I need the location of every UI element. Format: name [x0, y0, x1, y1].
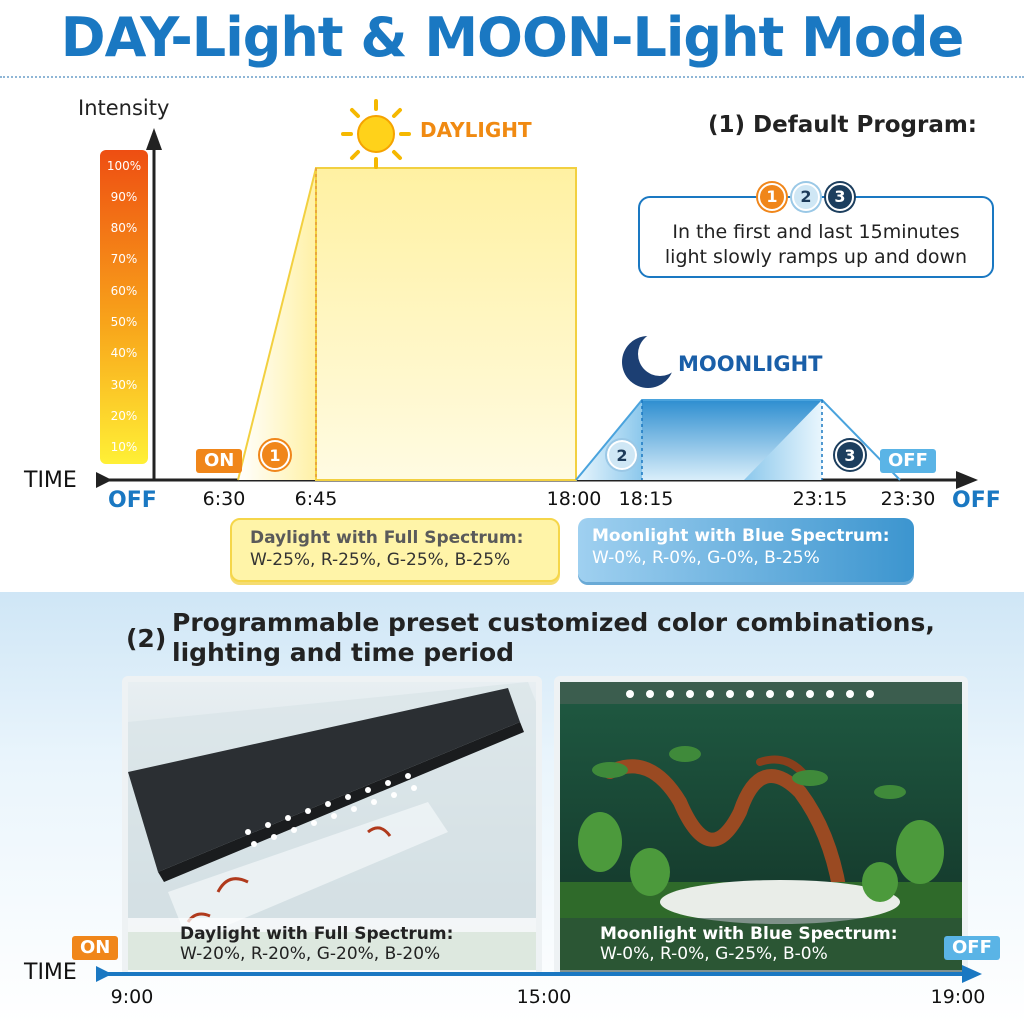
daylight-card-values: W-25%, R-25%, G-25%, B-25%	[250, 550, 511, 570]
sun-icon	[341, 99, 411, 169]
step-2-marker	[605, 438, 639, 472]
ramp-info-box: In the first and last 15minutes light sl…	[638, 196, 994, 278]
ramp-info-line2: light slowly ramps up and down	[664, 246, 968, 268]
time-tick-2315: 23:15	[792, 488, 848, 510]
y-tick-60: 60%	[110, 284, 138, 298]
section2-line1: Programmable preset customized color com…	[172, 608, 935, 637]
moonlight-spectrum-card: Moonlight with Blue Spectrum: W-0%, R-0%…	[578, 518, 914, 582]
step-1-marker	[258, 438, 292, 472]
step-2-number: 2	[616, 446, 628, 465]
y-axis-arrow	[146, 128, 162, 150]
moonlight-card-title: Moonlight with Blue Spectrum:	[592, 526, 890, 546]
y-tick-40: 40%	[110, 346, 138, 360]
intensity-scale-bar	[100, 150, 148, 464]
time-tick-0645: 6:45	[294, 488, 338, 510]
default-program-heading: (1) Default Program:	[708, 112, 978, 138]
right-caption-title: Moonlight with Blue Spectrum:	[600, 924, 898, 944]
off-left-label: OFF	[108, 488, 157, 513]
title-divider	[0, 76, 1024, 78]
step-circles: 1 2 3	[758, 183, 854, 211]
bottom-tick-0900: 9:00	[110, 986, 154, 1008]
daylight-label: DAYLIGHT	[420, 118, 532, 142]
time-tick-2330: 23:30	[880, 488, 936, 510]
step-3-marker	[833, 438, 867, 472]
left-caption-title: Daylight with Full Spectrum:	[180, 924, 454, 944]
y-tick-90: 90%	[110, 190, 138, 204]
x-axis-arrow	[956, 471, 978, 489]
y-tick-50: 50%	[110, 315, 138, 329]
y-tick-70: 70%	[110, 252, 138, 266]
moonlight-outline	[575, 399, 901, 481]
left-caption: Daylight with Full Spectrum: W-20%, R-20…	[128, 918, 536, 972]
time-tick-1800: 18:00	[546, 488, 602, 510]
right-caption: Moonlight with Blue Spectrum: W-0%, R-0%…	[560, 918, 962, 972]
daylight-area	[315, 167, 577, 481]
time-tick-0630: 6:30	[202, 488, 246, 510]
step-3-number: 3	[844, 446, 856, 465]
intensity-chart	[96, 99, 978, 489]
off-right-label: OFF	[952, 488, 1001, 513]
x-axis-label: TIME	[24, 468, 77, 493]
time-tick-1815: 18:15	[618, 488, 674, 510]
y-tick-100: 100%	[106, 159, 142, 173]
daylight-card-title: Daylight with Full Spectrum:	[250, 528, 524, 548]
bottom-off-tag: OFF	[944, 936, 1000, 960]
moonlight-card-values: W-0%, R-0%, G-0%, B-25%	[592, 548, 820, 568]
circle-3: 3	[826, 183, 854, 211]
moonlight-label: MOONLIGHT	[678, 352, 823, 376]
circle-1: 1	[758, 183, 786, 211]
y-tick-80: 80%	[110, 221, 138, 235]
bottom-on-tag: ON	[72, 936, 119, 960]
daylight-ramp-line	[237, 167, 317, 481]
bottom-time-label: TIME	[24, 960, 77, 985]
daylight-spectrum-card: Daylight with Full Spectrum: W-25%, R-25…	[230, 518, 560, 582]
section2-line2: lighting and time period	[172, 638, 515, 667]
ramp-info-line1: In the first and last 15minutes	[672, 221, 960, 243]
moon-icon	[622, 332, 682, 388]
circle-2: 2	[792, 183, 820, 211]
section2-heading: (2) Programmable preset customized color…	[126, 608, 972, 668]
y-tick-10: 10%	[110, 440, 138, 454]
x-axis-arrow-left	[96, 472, 112, 488]
section2-number: (2)	[126, 624, 167, 653]
off-tag: OFF	[880, 449, 936, 473]
daylight-aquarium-illustration	[128, 682, 536, 970]
bottom-tick-1500: 15:00	[516, 986, 572, 1008]
step-1-number: 1	[269, 446, 281, 465]
y-tick-20: 20%	[110, 409, 138, 423]
bottom-tick-1900: 19:00	[930, 986, 986, 1008]
page-title: DAY-Light & MOON-Light Mode	[60, 6, 964, 69]
y-axis-label: Intensity	[78, 96, 170, 120]
left-caption-values: W-20%, R-20%, G-20%, B-20%	[180, 944, 441, 964]
right-caption-values: W-0%, R-0%, G-25%, B-0%	[600, 944, 828, 964]
y-tick-30: 30%	[110, 378, 138, 392]
moonlight-ramp-down	[744, 400, 822, 480]
on-tag: ON	[196, 449, 243, 473]
